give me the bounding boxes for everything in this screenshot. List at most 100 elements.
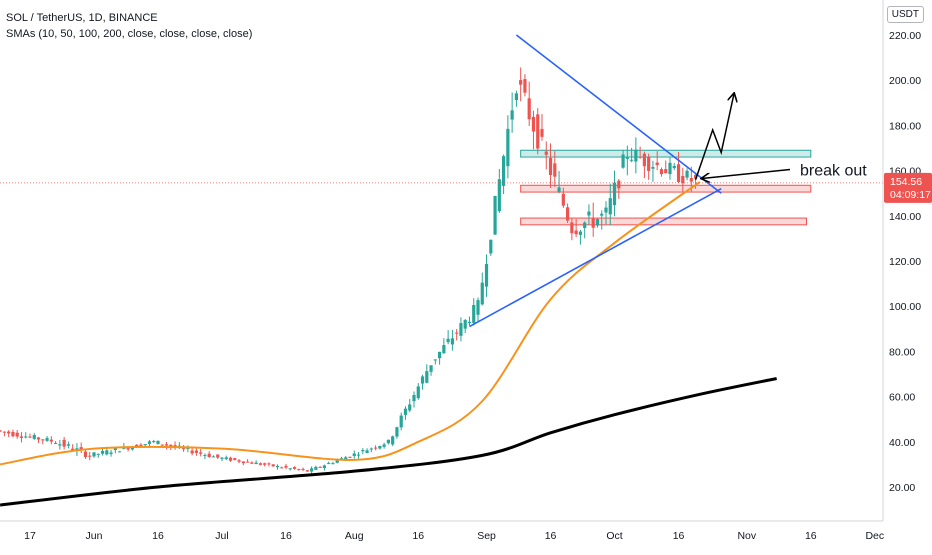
candle: [531, 110, 536, 150]
candle-body: [403, 408, 408, 415]
time-tick-label: Jul: [215, 530, 228, 542]
candle: [676, 152, 681, 183]
candle-body: [608, 198, 612, 215]
candle-body: [497, 179, 501, 212]
candle-body: [570, 222, 574, 234]
candle-body: [258, 463, 262, 465]
candle: [28, 433, 32, 438]
candle: [258, 462, 262, 466]
candle: [216, 454, 220, 459]
candle: [310, 466, 314, 474]
candle: [118, 451, 122, 453]
candle-body: [506, 128, 510, 167]
time-tick-label: Oct: [606, 530, 622, 542]
candle: [634, 137, 638, 174]
time-tick-label: 17: [24, 530, 36, 542]
price-tick-label: 20.00: [889, 482, 915, 494]
candle: [0, 429, 2, 433]
candle-body: [288, 468, 292, 470]
candle-body: [139, 444, 143, 447]
candle: [600, 210, 604, 230]
candle: [203, 453, 207, 460]
candle: [566, 203, 570, 224]
candle: [45, 435, 49, 442]
candle-body: [493, 195, 497, 235]
candle: [420, 374, 425, 390]
candle-body: [467, 321, 472, 324]
candle-body: [638, 156, 642, 158]
candle-body: [527, 98, 531, 120]
candle: [489, 239, 493, 256]
candle-body: [561, 193, 565, 206]
candle-body: [519, 80, 523, 85]
candle-body: [382, 444, 386, 447]
last-price-value: 154.56: [890, 176, 922, 188]
candle-body: [365, 450, 369, 454]
candle-body: [634, 149, 638, 162]
candle: [322, 464, 326, 471]
candle: [327, 461, 331, 465]
candle-body: [19, 436, 24, 438]
candle-body: [194, 450, 198, 453]
price-tick-label: 80.00: [889, 346, 915, 358]
candle-body: [186, 447, 190, 449]
candle-body: [66, 444, 70, 446]
time-tick-label: 16: [412, 530, 424, 542]
candle-body: [412, 395, 416, 402]
currency-button[interactable]: USDT: [886, 6, 924, 23]
candle-body: [510, 110, 514, 120]
candle-body: [553, 163, 557, 177]
candle: [399, 412, 403, 431]
candle: [233, 457, 237, 461]
candle-body: [544, 151, 548, 155]
candle: [284, 463, 288, 470]
candle: [578, 229, 582, 245]
candle: [352, 450, 356, 459]
candle-body: [685, 170, 689, 178]
candle-body: [228, 457, 233, 461]
candle-body: [416, 386, 420, 399]
candle: [207, 451, 211, 458]
candle: [275, 464, 280, 470]
candle-body: [374, 447, 378, 449]
candle-body: [28, 436, 32, 438]
candle: [395, 426, 399, 439]
candle: [19, 432, 24, 443]
candle: [510, 92, 514, 133]
candle: [476, 297, 480, 323]
candle: [450, 329, 454, 351]
candle: [651, 160, 655, 182]
candle-body: [651, 167, 655, 169]
last-price-badge-bg: [884, 172, 932, 203]
candle-body: [0, 430, 2, 432]
candle: [425, 364, 429, 384]
candle: [480, 272, 484, 306]
candle-body: [583, 222, 587, 228]
candle-body: [327, 463, 331, 465]
price-tick-label: 180.00: [889, 120, 921, 132]
candle-body: [484, 264, 489, 287]
candle: [595, 217, 600, 228]
candle-body: [420, 376, 425, 384]
candle-body: [625, 157, 629, 159]
candle: [519, 67, 523, 102]
candle-body: [450, 338, 454, 345]
candle-body: [318, 466, 322, 468]
candle: [348, 456, 352, 459]
candle: [361, 448, 365, 455]
candle-body: [574, 230, 578, 235]
candle: [672, 162, 676, 171]
candle-body: [463, 319, 467, 329]
candle-body: [386, 439, 390, 444]
candle-body: [578, 231, 582, 235]
candle-body: [284, 465, 288, 468]
candle-body: [664, 169, 668, 174]
candle-body: [442, 345, 446, 354]
indicator-legend[interactable]: SMAs (10, 50, 100, 200, close, close, cl…: [6, 28, 253, 40]
candle: [100, 448, 105, 456]
candle: [263, 462, 267, 467]
candle: [621, 149, 625, 169]
candle: [608, 183, 612, 226]
